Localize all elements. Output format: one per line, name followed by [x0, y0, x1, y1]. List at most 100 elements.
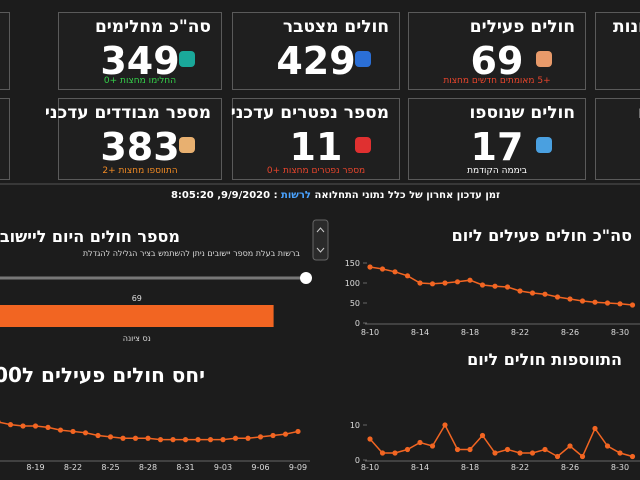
data-point [404, 273, 411, 279]
bar [0, 305, 274, 327]
update-time: 8:05:20 ,9/9/2020 [170, 190, 271, 201]
data-point [567, 443, 573, 449]
chart-title: התווספות חולים ליום [467, 350, 622, 369]
update-link[interactable]: לרשות [281, 190, 311, 201]
chart-title: סה"כ חולים פעילים ליום [451, 226, 632, 245]
card-icon [536, 137, 552, 153]
data-point [417, 439, 423, 446]
stat-card: מספר נפטרים עדכני 11 מספר נפטרים מחצות +0 [230, 98, 400, 180]
x-tick-label: 8-22 [511, 328, 529, 337]
data-point [454, 446, 461, 453]
stat-card: ונות [595, 12, 640, 90]
x-tick-label: 8-26 [561, 463, 579, 472]
data-point [379, 266, 386, 272]
y-tick-label: 50 [350, 299, 360, 308]
card-title: מספר נפטרים עדכני [230, 103, 389, 123]
y-tick-label: 10 [350, 421, 360, 430]
card-note: החלימו מחצות +0 [103, 76, 177, 86]
chart-title: מספר חולים היום ליישוב [0, 227, 180, 246]
data-point [567, 296, 573, 302]
stat-card: חולים מצטבר 429 [232, 12, 400, 90]
x-tick-label: 8-10 [361, 328, 379, 337]
data-point [517, 288, 523, 294]
data-point [479, 432, 486, 439]
data-point [404, 446, 411, 453]
stat-card: חולים שנוספו 17 ביממה הקודמת [408, 98, 586, 180]
data-point [429, 443, 436, 449]
x-tick-label: 8-18 [461, 328, 479, 337]
data-point [442, 280, 448, 286]
x-tick-label: 9-09 [289, 463, 307, 472]
y-tick-label: 0 [355, 456, 360, 465]
chart-title: יחס חולים פעילים ל10,000 [0, 363, 205, 387]
card-note: +5 מאומתים חדשים מחצות [443, 76, 551, 86]
data-point [57, 427, 64, 433]
data-point [20, 423, 26, 429]
stat-card: מספר מבודדים עדכני 383 התווספו מחצות +2 [45, 98, 222, 180]
data-point [579, 453, 586, 460]
card-icon [355, 137, 371, 153]
data-point [417, 280, 423, 286]
data-point [529, 450, 536, 456]
data-point [429, 281, 436, 287]
stat-card: חולים פעילים 69 +5 מאומתים חדשים מחצות [408, 12, 586, 90]
data-point [492, 283, 498, 289]
data-point [82, 430, 89, 436]
card-title: סה"כ מחלימים [94, 17, 211, 37]
data-point [95, 432, 101, 439]
card-note: ביממה הקודמת [467, 166, 527, 176]
slider-handle[interactable] [300, 272, 312, 284]
data-point [257, 434, 264, 440]
stat-card [0, 12, 10, 90]
separator: : [273, 190, 278, 201]
data-point [195, 437, 201, 443]
card-icon [536, 51, 552, 67]
data-point [629, 453, 636, 460]
x-tick-label: 8-10 [361, 463, 379, 472]
data-point [542, 291, 548, 297]
scroll-arrows[interactable] [316, 227, 325, 253]
data-point [604, 443, 611, 449]
card-title: חולים שנוספו [469, 103, 575, 123]
data-point [554, 453, 561, 460]
x-tick-label: 8-14 [411, 328, 429, 337]
x-tick-label: 8-14 [411, 463, 429, 472]
data-point [392, 450, 398, 456]
data-point [157, 437, 164, 443]
card-value: 383 [100, 125, 180, 169]
update-line: זמן עדכון אחרון של כלל נתוני התחלואה לרש… [171, 190, 500, 201]
x-tick-label: 8-25 [101, 463, 119, 472]
data-point [529, 290, 536, 296]
data-point [7, 422, 14, 428]
x-tick-label: 8-18 [461, 463, 479, 472]
data-point [220, 437, 226, 443]
card-title: חולים פעילים [469, 17, 575, 37]
scroll-control[interactable] [312, 219, 329, 261]
card-title: ו [638, 103, 640, 123]
data-point [0, 420, 1, 424]
data-point [592, 299, 598, 305]
card-icon [355, 51, 371, 67]
data-point [542, 446, 548, 453]
data-point [617, 450, 623, 456]
data-point [145, 435, 151, 441]
data-point [45, 424, 51, 430]
y-tick-label: 150 [345, 259, 360, 268]
data-point [367, 436, 373, 442]
data-point [170, 437, 176, 443]
data-point [282, 431, 289, 437]
stat-card: ו [595, 98, 640, 180]
data-point [629, 302, 636, 308]
data-point [245, 435, 251, 441]
card-value: 17 [470, 125, 524, 169]
data-point [579, 298, 586, 304]
card-note: מספר נפטרים מחצות +0 [266, 166, 366, 176]
stat-card [0, 98, 10, 180]
x-tick-label: 8-30 [611, 463, 629, 472]
data-point [120, 435, 126, 441]
data-point [479, 282, 486, 288]
update-label: זמן עדכון אחרון של כלל נתוני התחלואה [314, 190, 500, 201]
data-point [592, 425, 598, 432]
